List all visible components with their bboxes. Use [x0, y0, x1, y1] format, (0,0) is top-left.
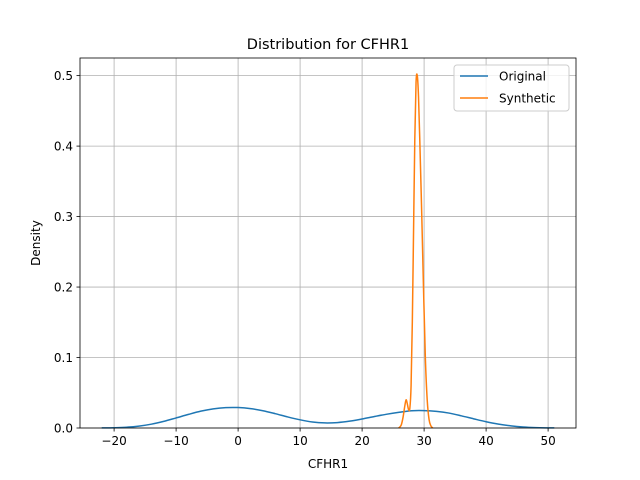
- chart-title: Distribution for CFHR1: [247, 37, 409, 53]
- x-axis-label: CFHR1: [308, 457, 348, 471]
- y-tick-label: 0.2: [54, 280, 73, 294]
- x-tick-label: 10: [292, 434, 307, 448]
- x-axis: −20 −10 0 10 20 30 40 50: [101, 428, 556, 448]
- legend-label-synthetic: Synthetic: [499, 91, 556, 105]
- y-tick-label: 0.0: [54, 421, 73, 435]
- y-axis: 0.0 0.1 0.2 0.3 0.4 0.5: [54, 69, 80, 435]
- x-tick-label: −20: [101, 434, 126, 448]
- plot-frame: [79, 57, 577, 429]
- series-line-original: [101, 406, 555, 429]
- x-tick-label: 30: [416, 434, 431, 448]
- legend-label-original: Original: [499, 69, 546, 83]
- legend: Original Synthetic: [453, 64, 570, 112]
- y-tick-label: 0.4: [54, 139, 73, 153]
- series-layer: [101, 73, 555, 429]
- x-tick-label: 0: [234, 434, 242, 448]
- x-tick-label: 50: [540, 434, 555, 448]
- y-axis-label: Density: [29, 220, 43, 266]
- y-tick-label: 0.1: [54, 351, 73, 365]
- plot-area: [80, 58, 576, 428]
- x-tick-label: 40: [478, 434, 493, 448]
- y-tick-label: 0.5: [54, 69, 73, 83]
- y-tick-label: 0.3: [54, 210, 73, 224]
- x-tick-label: −10: [163, 434, 188, 448]
- x-tick-label: 20: [354, 434, 369, 448]
- series-line-synthetic: [398, 73, 434, 429]
